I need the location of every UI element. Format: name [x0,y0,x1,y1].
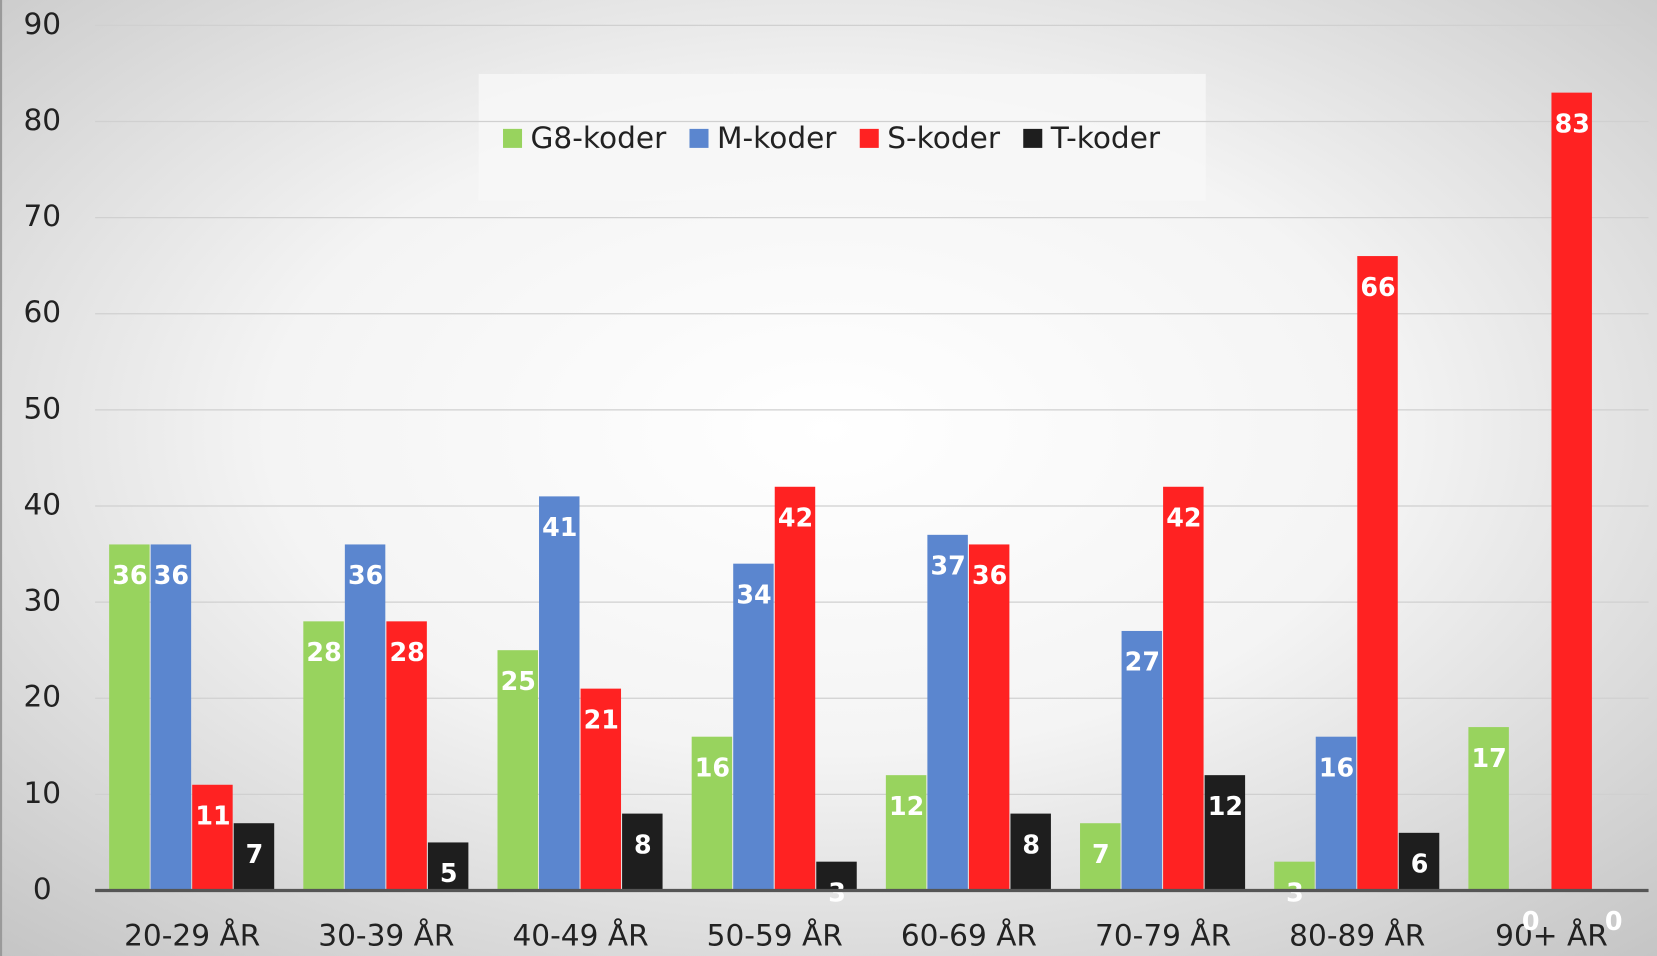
bar [427,842,469,891]
data-label: 8 [634,829,652,859]
data-label: 28 [306,637,341,667]
y-tick-label: 70 [23,199,61,233]
x-tick-label: 70-79 ÅR [1095,917,1231,952]
y-tick-label: 60 [23,295,61,329]
y-tick-label: 10 [23,776,61,810]
data-label: 0 [1605,906,1623,936]
data-label: 42 [778,503,813,533]
data-label: 66 [1360,272,1395,302]
y-tick-label: 30 [23,584,61,618]
data-label: 83 [1555,108,1590,138]
data-label: 17 [1472,743,1507,773]
data-label: 36 [348,560,383,590]
bar [1080,823,1121,891]
bar [386,621,427,891]
data-label: 12 [889,791,924,821]
bar [497,650,538,891]
y-tick-label: 0 [33,872,52,906]
bar [622,813,663,891]
y-tick-label: 20 [23,680,61,714]
data-label: 0 [1522,906,1540,936]
x-tick-label: 60-69 ÅR [901,917,1037,952]
data-label: 37 [931,551,966,581]
y-tick-label: 40 [23,487,61,521]
legend-box [478,73,1206,201]
data-label: 42 [1166,503,1201,533]
bar [539,496,580,891]
data-label: 34 [736,579,771,609]
bar [774,486,816,891]
bar [1357,256,1398,891]
legend-label: S-koder [887,121,1001,155]
legend-swatch [503,128,523,148]
bar [1551,92,1592,891]
x-tick-label: 50-59 ÅR [707,917,843,952]
bar [691,736,733,891]
data-label: 36 [112,560,147,590]
legend-label: T-koder [1050,121,1161,155]
x-tick-label: 80-89 ÅR [1289,917,1425,952]
data-label: 7 [1092,839,1110,869]
bar [927,534,968,891]
data-label: 41 [542,512,577,542]
data-label: 21 [584,704,619,734]
y-tick-label: 80 [23,103,61,137]
data-label: 27 [1125,647,1160,677]
x-tick-label: 20-29 ÅR [124,917,260,952]
bar [1163,486,1204,891]
data-label: 3 [828,877,846,907]
bar [1204,775,1246,891]
bar [1274,861,1315,891]
bar [1121,630,1163,891]
bar [150,544,192,891]
legend-swatch [1023,128,1043,148]
data-label: 36 [154,560,189,590]
data-label: 28 [389,637,424,667]
data-label: 3 [1286,877,1304,907]
data-label: 36 [972,560,1007,590]
data-label: 11 [195,801,230,831]
bar [1010,813,1051,891]
bar [192,784,233,891]
bar [233,823,275,891]
x-tick-label: 90+ ÅR [1495,917,1608,952]
x-tick-label: 30-39 ÅR [318,917,454,952]
y-tick-label: 90 [23,7,61,41]
data-label: 8 [1022,829,1040,859]
bar [344,544,386,891]
x-tick-label: 40-49 ÅR [512,917,648,952]
legend-swatch [689,128,709,148]
data-label: 25 [501,666,536,696]
bar [1468,727,1509,891]
bar [733,563,774,891]
legend-swatch [859,128,879,148]
bar [303,621,344,891]
data-label: 6 [1411,849,1429,879]
bar [1398,832,1440,891]
y-tick-label: 50 [23,391,61,425]
legend-label: M-koder [717,121,837,155]
data-label: 7 [246,839,264,869]
bar [1315,736,1357,891]
bar [109,544,150,891]
bar [885,775,927,891]
bar [580,688,622,891]
legend-label: G8-koder [530,121,667,155]
data-label: 12 [1208,791,1243,821]
bar [968,544,1010,891]
data-label: 16 [1319,752,1354,782]
bar [816,861,857,891]
data-label: 5 [440,858,458,888]
data-label: 16 [695,752,730,782]
